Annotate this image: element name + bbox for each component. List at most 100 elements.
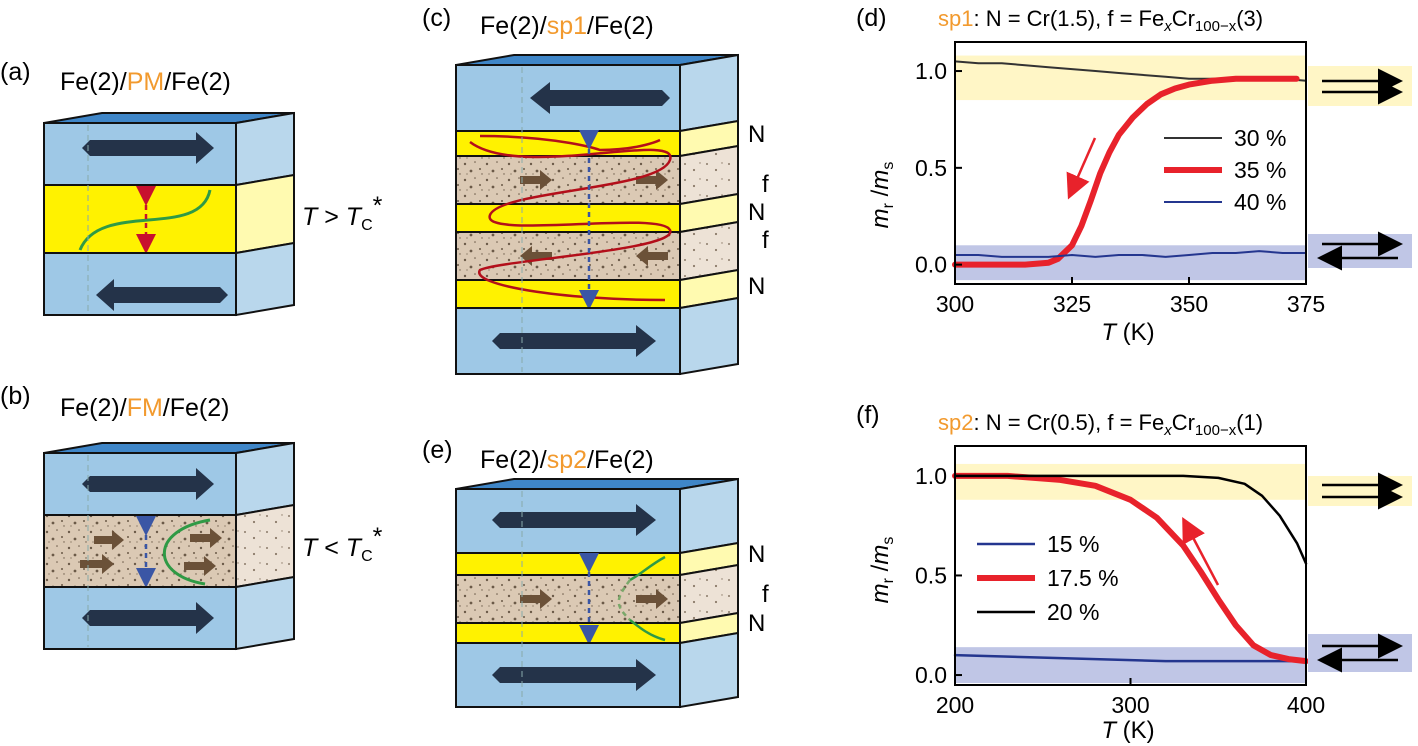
y-tick-label: 0.0 [915,252,947,278]
fe-side-bottom [235,575,295,651]
magnet-arrow-right [492,504,656,536]
series-line-0 [953,653,1308,663]
magnet-arrow-left [96,279,228,311]
heating-arrow [1182,516,1220,586]
legend-label: 30 % [1234,125,1286,151]
x-tick-label: 350 [1170,291,1208,317]
chart-d-label: (d) [856,4,887,32]
series-line-1 [952,75,1300,268]
panel-a-condition: T > TC* [302,192,383,234]
panel-c-title: Fe(2)/sp1/Fe(2) [480,12,654,40]
cooling-arrow [1066,137,1097,200]
coupling-curve [479,134,661,152]
chart-f-title: sp2: N = Cr(0.5), f = FexCr100−x(1) [938,410,1263,439]
grain-arrow [636,246,668,266]
magnet-arrow-left [530,82,670,114]
coupling-curve [629,619,666,642]
legend-label: 17.5 % [1047,565,1119,591]
chart-f: (f) sp2: N = Cr(0.5), f = FexCr100−x(1) … [856,401,1412,744]
chart-d-title: sp1: N = Cr(1.5), f = FexCr100−x(3) [938,6,1263,35]
grain-arrow [636,170,668,190]
layer-label: f [762,171,769,198]
layer-label: N [748,121,765,148]
panel-b-label: (b) [0,382,31,410]
magnet-arrow-right [82,468,214,500]
panel-a-title: Fe(2)/PM/Fe(2) [60,68,231,96]
fe-side-top [235,441,295,517]
panel-c: (c) Fe(2)/sp1/Fe(2) N f N f N [422,4,769,376]
y-tick-label: 0.0 [915,662,947,688]
panel-b-condition: T < TC* [302,523,383,565]
x-tick-label: 325 [1053,291,1091,317]
fe-side-bottom [679,296,739,376]
coupling-curve [162,518,211,586]
layer-label: f [762,581,769,608]
fm-spacer-layer [43,514,237,588]
fe-side-top [679,477,739,555]
fm-spacer-side [235,503,295,589]
plot-frame [954,41,1307,285]
magnet-arrow-right [492,659,656,691]
grain-arrow [520,589,552,609]
magnet-arrow-right [82,602,214,634]
chart-d: (d) sp1: N = Cr(1.5), f = FexCr100−x(3) … [856,4,1412,346]
pm-spacer-side [235,173,295,255]
x-tick-label: 400 [1287,692,1325,718]
panel-b-title: Fe(2)/FM/Fe(2) [60,394,229,422]
coupling-curve [469,141,672,302]
panel-e-label: (e) [422,436,453,464]
chart-f-ylabel: mr /ms [867,537,897,604]
highlight-band [955,647,1306,684]
panel-c-label: (c) [422,4,451,32]
parallel-arrows-icon [1308,66,1412,106]
grain-arrow [94,530,124,550]
chart-f-label: (f) [856,401,880,429]
panel-e: (e) Fe(2)/sp2/Fe(2) N f N [422,436,769,709]
grain-arrow [184,556,216,576]
layer-label: N [748,273,765,300]
chart-f-xlabel: T (K) [1101,717,1154,744]
grain-arrow [80,554,114,574]
grain-arrow [636,589,668,609]
layer-label: N [748,610,765,637]
magnet-arrow-right [82,132,214,164]
chart-d-ylabel: mr /ms [867,162,897,229]
x-tick-label: 375 [1287,291,1325,317]
parallel-arrows-icon [1308,472,1412,510]
series-line-1 [952,472,1309,665]
layer-label: N [748,199,765,226]
antiparallel-arrows-icon [1308,633,1412,673]
antiparallel-arrows-icon [1308,231,1412,271]
legend-label: 20 % [1047,599,1099,625]
grain-arrow [190,528,222,548]
layer-label: N [748,541,765,568]
fe-side-top [679,53,739,133]
y-tick-label: 0.5 [915,155,947,181]
series-line-2 [954,250,1307,258]
n-layer [455,279,681,309]
y-tick-label: 1.0 [915,463,947,489]
fe-side-top [235,111,295,187]
legend-label: 15 % [1047,531,1099,557]
x-tick-label: 300 [936,291,974,317]
fe-side-bottom [235,241,295,317]
panel-b: (b) Fe(2)/FM/Fe(2) T < TC* [0,382,383,651]
panel-a-label: (a) [0,58,31,86]
series-line-2 [953,474,1308,565]
n-layer [455,552,681,576]
x-tick-label: 200 [936,692,974,718]
y-tick-label: 0.5 [915,562,947,588]
legend-label: 40 % [1234,189,1286,215]
grain-arrow [520,170,552,190]
fe-side-bottom [679,631,739,709]
magnet-arrow-right [492,325,656,357]
y-tick-label: 1.0 [915,58,947,84]
legend-label: 35 % [1234,157,1286,183]
panel-e-title: Fe(2)/sp2/Fe(2) [480,446,654,474]
chart-d-xlabel: T (K) [1101,319,1154,346]
coupling-curve [629,555,666,582]
fe-layer-bottom [43,252,237,316]
layer-label: f [762,227,769,254]
panel-a: (a) Fe(2)/PM/Fe(2) T > TC* [0,58,383,317]
